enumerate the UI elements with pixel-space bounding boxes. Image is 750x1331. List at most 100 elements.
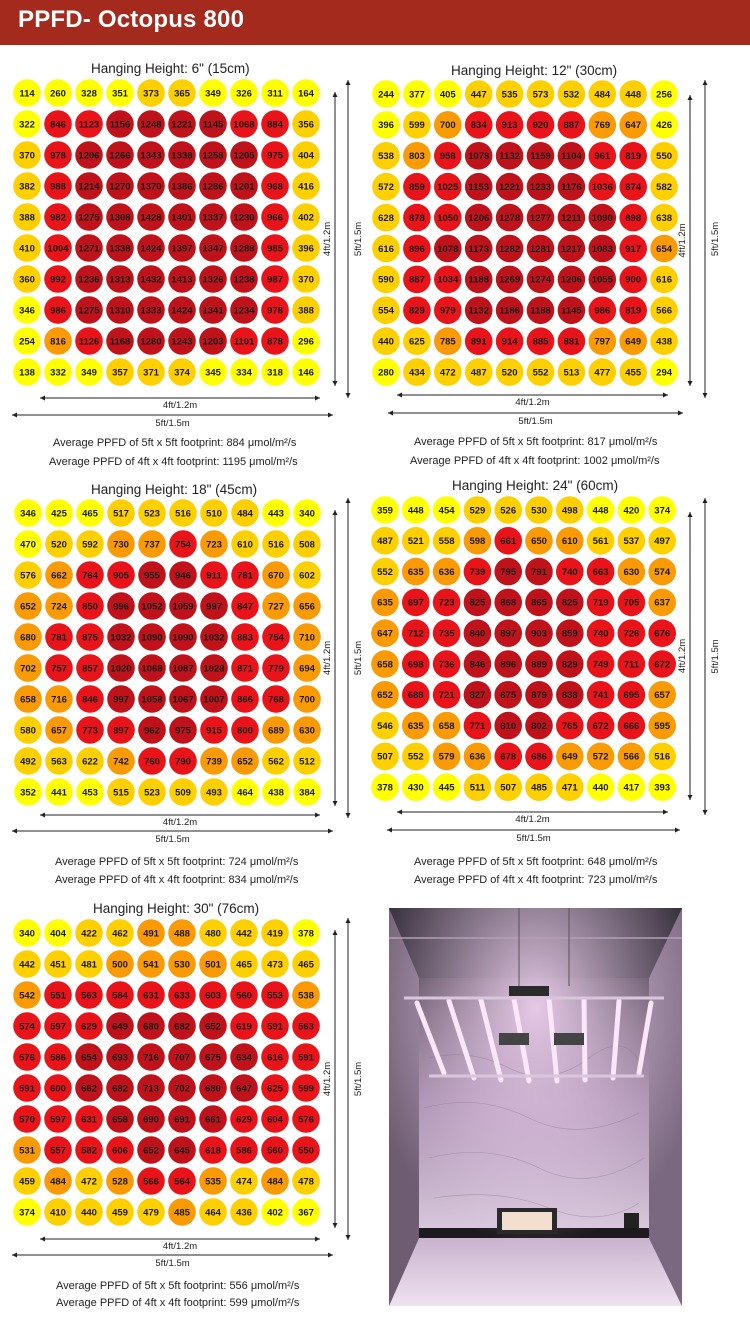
ppfd-value: 1211 [561, 213, 582, 224]
ppfd-value: 332 [50, 367, 66, 378]
ppfd-value: 516 [268, 539, 284, 550]
ppfd-value: 340 [299, 508, 315, 519]
ppfd-value: 346 [19, 305, 35, 316]
ppfd-cell [464, 296, 493, 325]
ppfd-value: 591 [267, 1021, 284, 1032]
ppfd-value: 1078 [437, 244, 458, 255]
ppfd-cell [402, 588, 430, 617]
ppfd-cell [44, 358, 72, 386]
ppfd-cell [107, 561, 135, 589]
ppfd-value: 680 [20, 632, 36, 643]
ppfd-value: 958 [440, 151, 456, 162]
ppfd-cell [13, 265, 41, 293]
ppfd-cell [403, 80, 431, 108]
ppfd-cell [495, 111, 524, 139]
ppfd-cell [495, 203, 524, 232]
ppfd-value: 1386 [171, 181, 192, 192]
ppfd-cell [230, 1074, 258, 1102]
ppfd-value: 1206 [561, 275, 582, 286]
ppfd-value: 471 [562, 783, 579, 794]
ppfd-cell [262, 592, 290, 620]
ppfd-value: 1217 [561, 244, 582, 255]
ppfd-cell [588, 234, 617, 263]
ppfd-value: 740 [562, 567, 578, 578]
ppfd-cell [169, 592, 197, 620]
ppfd-value: 779 [268, 663, 284, 674]
panel-title-6in: Hanging Height: 6" (15cm) [91, 61, 250, 76]
ppfd-cell [44, 79, 72, 107]
ppfd-value: 713 [143, 1083, 159, 1094]
ppfd-value: 707 [174, 1052, 190, 1063]
ppfd-value: 905 [113, 570, 130, 581]
ppfd-value: 982 [50, 212, 66, 223]
ppfd-cell [168, 1198, 196, 1226]
ppfd-cell [403, 265, 431, 294]
ppfd-value: 765 [562, 721, 579, 732]
ppfd-cell [494, 773, 522, 801]
ppfd-value: 349 [81, 367, 97, 378]
ppfd-cell [106, 79, 134, 107]
ppfd-cell [293, 654, 321, 682]
ppfd-value: 768 [268, 694, 284, 705]
ppfd-value: 884 [267, 119, 284, 130]
dim-label-4ft-vertical: 4ft/1.2m [677, 639, 688, 673]
ppfd-cell [372, 111, 400, 139]
ppfd-cell [107, 716, 135, 744]
ppfd-value: 521 [408, 536, 425, 547]
ppfd-value: 803 [409, 151, 425, 162]
ppfd-cell [200, 654, 228, 682]
ppfd-value: 1090 [172, 632, 193, 643]
ppfd-cell [137, 1167, 165, 1195]
ppfd-cell [463, 711, 492, 740]
ppfd-value: 838 [562, 690, 578, 701]
ppfd-value: 1230 [233, 212, 254, 223]
ppfd-value: 410 [50, 1207, 66, 1218]
dim-label-5ft-vertical: 5ft/1.5m [710, 222, 721, 256]
ppfd-cell [434, 142, 462, 170]
ppfd-cell [75, 327, 103, 355]
ppfd-value: 346 [20, 508, 36, 519]
ppfd-cell [292, 1012, 320, 1040]
ppfd-cell [200, 623, 228, 651]
ppfd-value: 563 [51, 756, 67, 767]
avg-4ft-12in: Average PPFD of 4ft x 4ft footprint: 100… [410, 455, 660, 467]
ppfd-value: 749 [593, 659, 609, 670]
ppfd-value: 515 [113, 787, 130, 798]
ppfd-value: 711 [624, 659, 640, 670]
ppfd-value: 561 [593, 536, 610, 547]
ppfd-value: 526 [500, 505, 516, 516]
ppfd-cell [137, 358, 165, 386]
ppfd-value: 716 [51, 694, 67, 705]
ppfd-value: 1428 [140, 212, 161, 223]
ppfd-value: 846 [82, 694, 98, 705]
ppfd-value: 955 [144, 570, 161, 581]
ppfd-value: 1132 [499, 151, 520, 162]
ppfd-cell [261, 79, 289, 107]
ppfd-cell [463, 650, 492, 678]
ppfd-cell [463, 527, 492, 555]
ppfd-cell [13, 141, 41, 169]
ppfd-cell [650, 203, 678, 232]
ppfd-value: 889 [531, 659, 547, 670]
ppfd-cell [586, 650, 615, 678]
ppfd-cell [75, 234, 103, 262]
ppfd-value: 616 [267, 1052, 283, 1063]
ppfd-value: 586 [50, 1052, 66, 1063]
ppfd-cell [293, 685, 321, 713]
ppfd-value: 1126 [79, 336, 100, 347]
ppfd-cell [648, 588, 676, 617]
ppfd-value: 1028 [203, 663, 224, 674]
ppfd-cell [495, 358, 524, 386]
ppfd-cell [261, 110, 289, 138]
ppfd-value: 903 [531, 629, 547, 640]
ppfd-value: 517 [113, 508, 129, 519]
ppfd-value: 459 [112, 1207, 128, 1218]
dim-label-4ft-horizontal: 4ft/1.2m [515, 814, 549, 825]
ppfd-value: 661 [205, 1114, 222, 1125]
ppfd-cell [494, 742, 522, 771]
ppfd-cell [292, 110, 320, 138]
ppfd-value: 1145 [561, 306, 582, 317]
ppfd-cell [14, 623, 42, 651]
ppfd-value: 448 [593, 505, 609, 516]
ppfd-value: 825 [562, 598, 579, 609]
